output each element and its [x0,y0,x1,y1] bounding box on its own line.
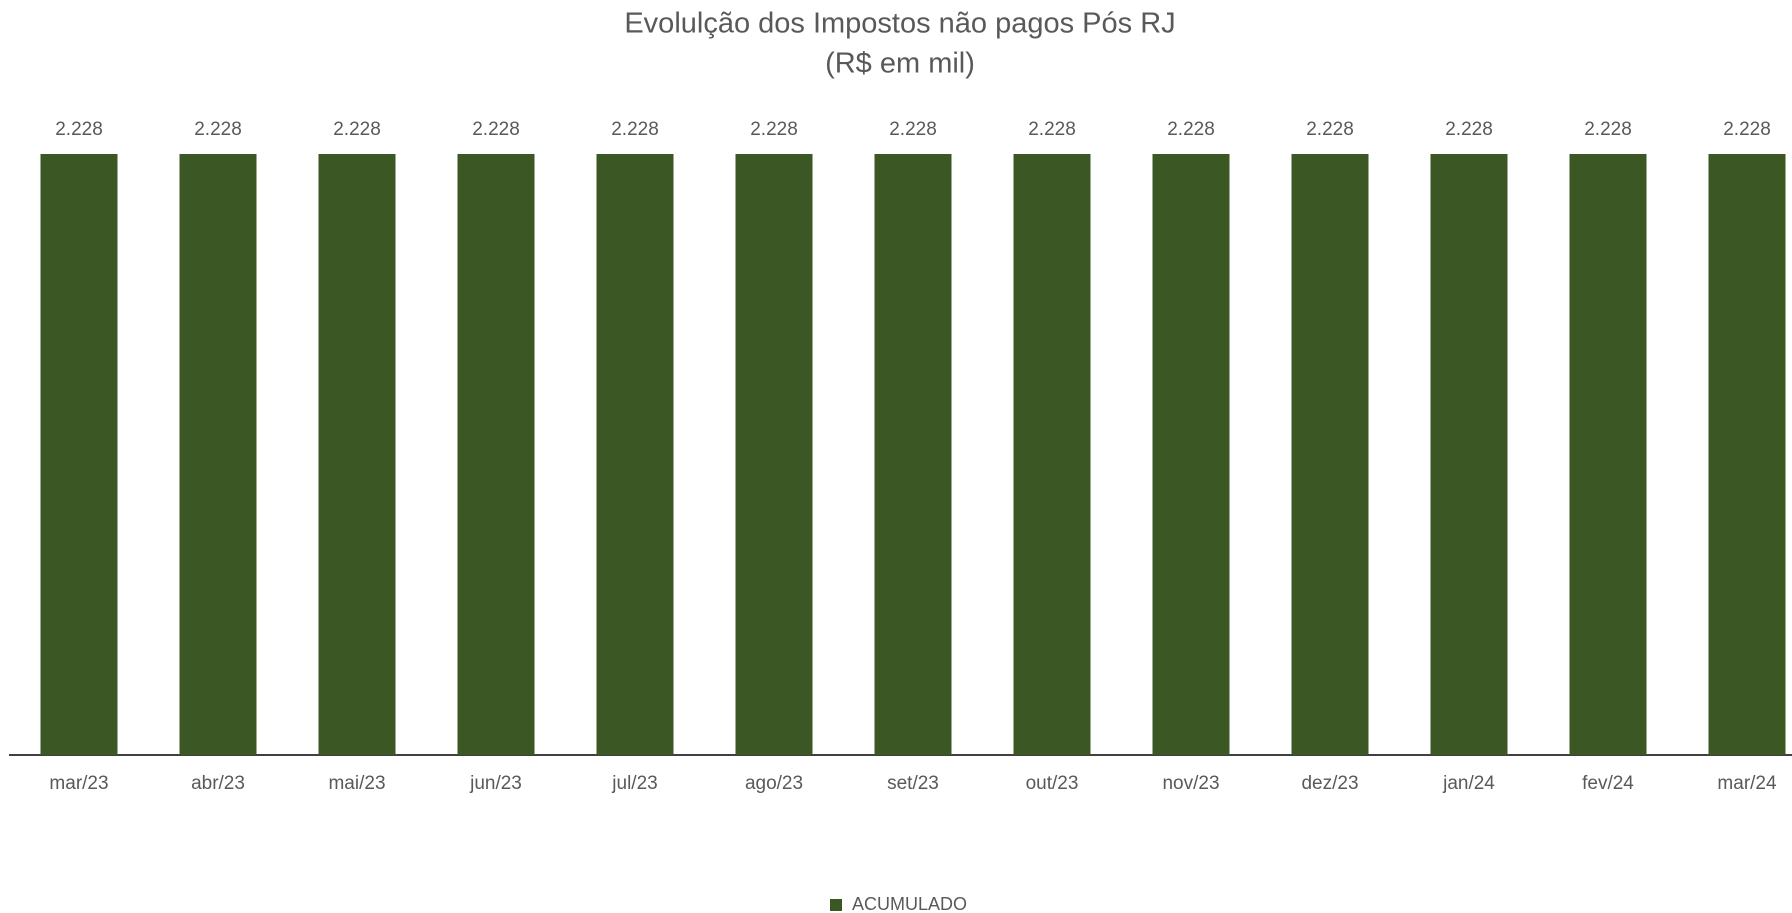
data-label: 2.228 [611,119,659,140]
bar [179,154,257,755]
bar [1013,154,1091,755]
bar [596,154,674,755]
data-label: 2.228 [1723,119,1771,140]
chart-title: Evolulção dos Impostos não pagos Pós RJ [624,8,1175,40]
data-label: 2.228 [472,119,520,140]
bar [1569,154,1647,755]
x-tick-label: out/23 [1026,773,1079,794]
data-label: 2.228 [55,119,103,140]
data-label: 2.228 [1028,119,1076,140]
x-tick-label: mai/23 [328,773,385,794]
x-tick-label: dez/23 [1301,773,1358,794]
bar [40,154,118,755]
x-tick-label: fev/24 [1582,773,1634,794]
legend-label: ACUMULADO [852,894,967,913]
x-tick-label: mar/23 [49,773,108,794]
x-tick-label: abr/23 [191,773,245,794]
x-tick-label: nov/23 [1162,773,1219,794]
data-label: 2.228 [750,119,798,140]
bar [735,154,813,755]
data-label: 2.228 [333,119,381,140]
x-tick-label: mar/24 [1717,773,1777,794]
bar [1152,154,1230,755]
data-label: 2.228 [889,119,937,140]
data-label: 2.228 [194,119,242,140]
x-tick-label: set/23 [887,773,939,794]
bar [874,154,952,755]
bar [1291,154,1369,755]
legend-swatch [830,899,842,911]
data-label: 2.228 [1306,119,1354,140]
x-tick-label: jul/23 [611,773,657,794]
bar [1708,154,1786,755]
x-tick-label: jun/23 [469,773,522,794]
data-label: 2.228 [1584,119,1632,140]
bar [1430,154,1508,755]
bar [457,154,535,755]
x-tick-label: jan/24 [1442,773,1495,794]
chart-subtitle: (R$ em mil) [825,48,975,80]
data-label: 2.228 [1167,119,1215,140]
bar [318,154,396,755]
x-tick-label: ago/23 [745,773,803,794]
data-label: 2.228 [1445,119,1493,140]
